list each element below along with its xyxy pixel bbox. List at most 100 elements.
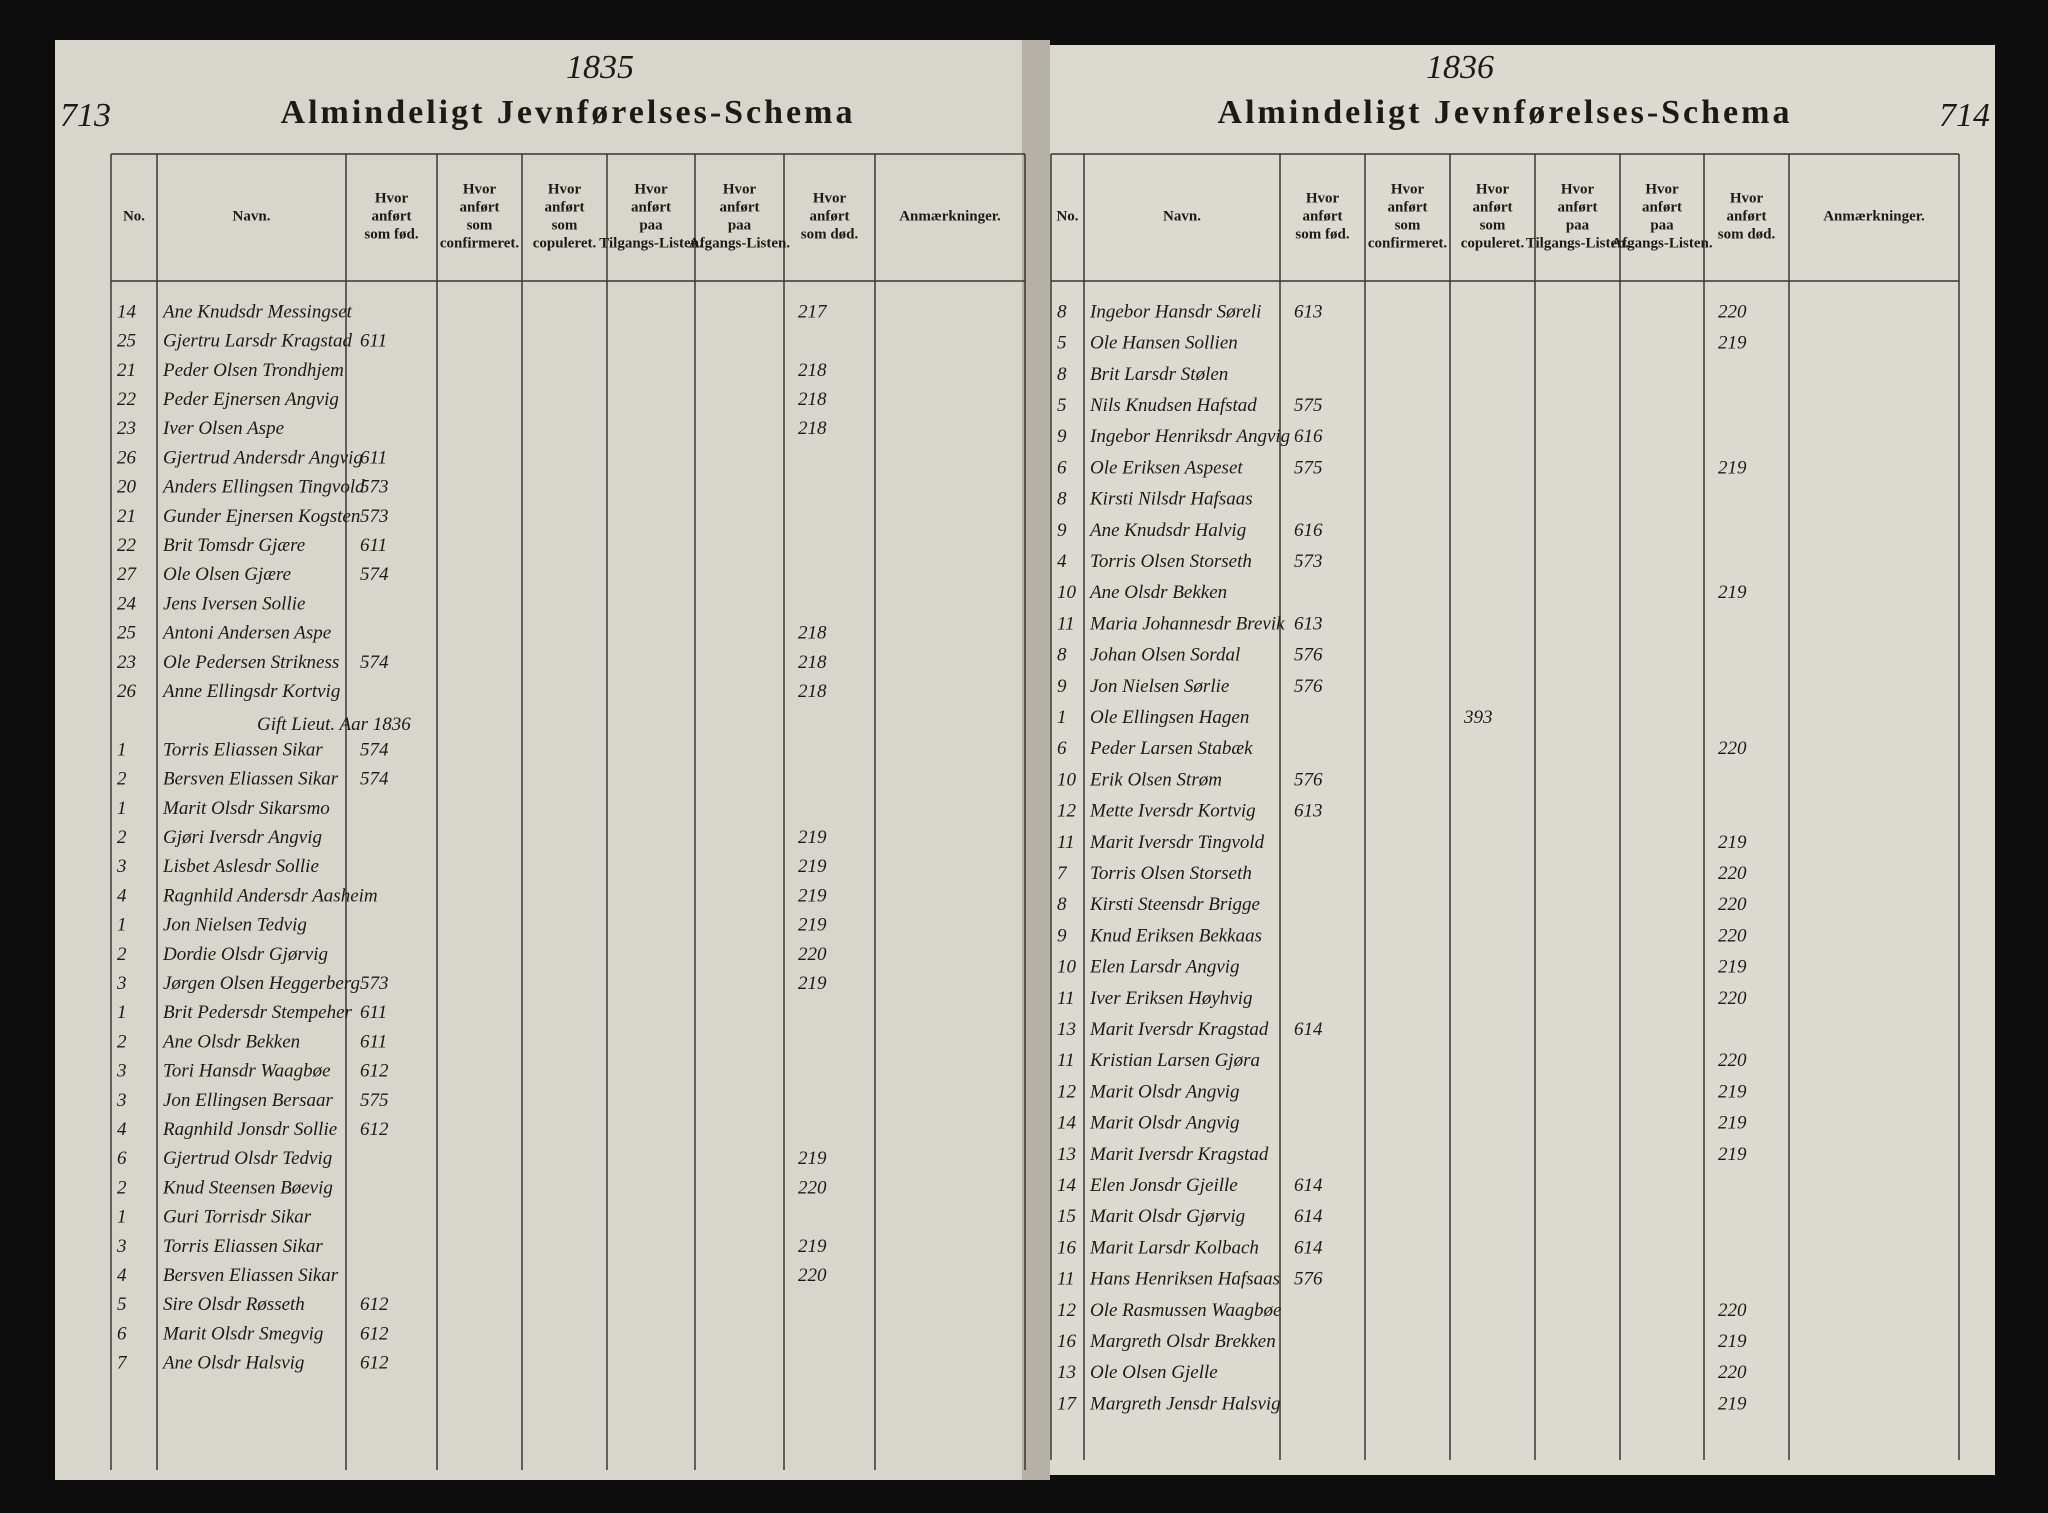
entry-name: Ane Knudsdr Messingset xyxy=(161,301,353,322)
entry-ref: 616 xyxy=(1294,520,1323,541)
column-header: Hvor anført som copuleret. xyxy=(1461,182,1525,252)
entry-name: Marit Iversdr Tingvold xyxy=(1089,832,1265,853)
entry-number: 20 xyxy=(117,477,137,498)
entry-ref: 220 xyxy=(1718,1050,1747,1071)
entry-number: 3 xyxy=(116,1090,127,1111)
entry-name: Ole Ellingsen Hagen xyxy=(1090,707,1249,728)
entry-number: 27 xyxy=(117,564,138,585)
entry-number: 25 xyxy=(117,623,136,644)
entry-number: 23 xyxy=(117,652,136,673)
entry-name: Jon Nielsen Tedvig xyxy=(163,915,307,936)
entry-ref: 575 xyxy=(360,1090,389,1111)
entry-number: 1 xyxy=(117,798,127,819)
entry-ref: 612 xyxy=(360,1061,389,1082)
entry-ref: 220 xyxy=(798,1177,827,1198)
entry-number: 22 xyxy=(117,389,137,410)
entry-number: 11 xyxy=(1057,832,1075,853)
column-header: Hvor anført som copuleret. xyxy=(533,182,597,252)
entry-number: 26 xyxy=(117,447,137,468)
entry-ref: 575 xyxy=(1294,457,1323,478)
entry-number: 10 xyxy=(1057,582,1077,603)
entry-name: Iver Eriksen Høyhvig xyxy=(1089,988,1253,1009)
gutter xyxy=(1022,40,1050,1480)
entry-name: Brit Pedersdr Stempeher xyxy=(163,1002,353,1023)
entry-ref: 219 xyxy=(798,885,827,906)
entry-ref: 219 xyxy=(1718,1113,1747,1134)
entry-name: Anders Ellingsen Tingvold xyxy=(161,477,365,498)
entry-name: Ane Olsdr Halsvig xyxy=(161,1353,304,1374)
entry-number: 14 xyxy=(117,301,137,322)
note: Gift Lieut. Aar 1836 xyxy=(257,714,411,735)
entry-name: Marit Iversdr Kragstad xyxy=(1089,1144,1269,1165)
column-header: Hvor anført som confirmeret. xyxy=(440,182,520,252)
entry-number: 25 xyxy=(117,331,136,352)
entry-number: 12 xyxy=(1057,1081,1077,1102)
entry-number: 9 xyxy=(1057,676,1067,697)
entry-number: 7 xyxy=(1057,863,1068,884)
entry-ref: 612 xyxy=(360,1294,389,1315)
entry-ref: 612 xyxy=(360,1353,389,1374)
entry-name: Ragnhild Jonsdr Sollie xyxy=(162,1119,337,1140)
entry-ref: 614 xyxy=(1294,1237,1323,1258)
year: 1836 xyxy=(1426,49,1494,86)
entry-number: 2 xyxy=(117,1031,127,1052)
entry-ref: 574 xyxy=(360,564,389,585)
entry-ref: 220 xyxy=(798,1265,827,1286)
entry-ref: 219 xyxy=(1718,1331,1747,1352)
entry-ref: 393 xyxy=(1463,707,1493,728)
column-header: Hvor anført paa Afgangs-Listen. xyxy=(1611,182,1713,252)
column-header: Anmærkninger. xyxy=(899,209,1001,225)
entry-name: Torris Eliassen Sikar xyxy=(163,739,323,760)
entry-ref: 574 xyxy=(360,739,389,760)
entry-name: Knud Steensen Bøevig xyxy=(162,1177,333,1198)
entry-number: 17 xyxy=(1057,1393,1078,1414)
entry-name: Margreth Jensdr Halsvig xyxy=(1089,1393,1281,1414)
entry-number: 1 xyxy=(117,1207,127,1228)
entry-ref: 219 xyxy=(798,973,827,994)
entry-number: 11 xyxy=(1057,1269,1075,1290)
column-header: Navn. xyxy=(233,209,271,225)
entry-name: Jens Iversen Sollie xyxy=(163,593,305,614)
entry-name: Nils Knudsen Hafstad xyxy=(1089,395,1257,416)
entry-name: Ragnhild Andersdr Aasheim xyxy=(162,885,378,906)
entry-number: 1 xyxy=(117,1002,127,1023)
entry-name: Jon Nielsen Sørlie xyxy=(1090,676,1229,697)
left-page xyxy=(55,40,1035,1480)
entry-number: 13 xyxy=(1057,1019,1076,1040)
entry-name: Kristian Larsen Gjøra xyxy=(1089,1050,1260,1071)
entry-name: Jon Ellingsen Bersaar xyxy=(163,1090,334,1111)
entry-ref: 219 xyxy=(798,856,827,877)
entry-name: Mette Iversdr Kortvig xyxy=(1089,801,1256,822)
entry-number: 21 xyxy=(117,360,136,381)
entry-ref: 219 xyxy=(1718,1393,1747,1414)
entry-name: Bersven Eliassen Sikar xyxy=(163,1265,339,1286)
column-header: Anmærkninger. xyxy=(1823,209,1925,225)
entry-ref: 613 xyxy=(1294,801,1323,822)
entry-ref: 573 xyxy=(360,973,389,994)
entry-number: 26 xyxy=(117,681,137,702)
entry-ref: 220 xyxy=(1718,1300,1747,1321)
entry-number: 2 xyxy=(117,944,127,965)
entry-number: 6 xyxy=(117,1323,127,1344)
entry-name: Erik Olsen Strøm xyxy=(1089,769,1222,790)
entry-number: 16 xyxy=(1057,1237,1077,1258)
entry-name: Elen Jonsdr Gjeille xyxy=(1089,1175,1238,1196)
entry-name: Ane Olsdr Bekken xyxy=(1088,582,1227,603)
column-header: Hvor anført paa Afgangs-Listen. xyxy=(689,182,791,252)
entry-name: Iver Olsen Aspe xyxy=(162,418,284,439)
entry-number: 3 xyxy=(116,1236,127,1257)
entry-ref: 219 xyxy=(1718,957,1747,978)
entry-ref: 611 xyxy=(360,1002,387,1023)
entry-name: Ingebor Henriksdr Angvig xyxy=(1089,426,1290,447)
entry-number: 13 xyxy=(1057,1144,1076,1165)
entry-ref: 576 xyxy=(1294,1269,1323,1290)
entry-ref: 220 xyxy=(1718,1362,1747,1383)
entry-name: Peder Ejnersen Angvig xyxy=(162,389,339,410)
entry-number: 1 xyxy=(1057,707,1067,728)
column-header: Hvor anført som død. xyxy=(801,191,859,243)
entry-ref: 574 xyxy=(360,652,389,673)
entry-number: 2 xyxy=(117,1177,127,1198)
entry-ref: 573 xyxy=(360,506,389,527)
entry-name: Maria Johannesdr Brevik xyxy=(1089,613,1285,634)
